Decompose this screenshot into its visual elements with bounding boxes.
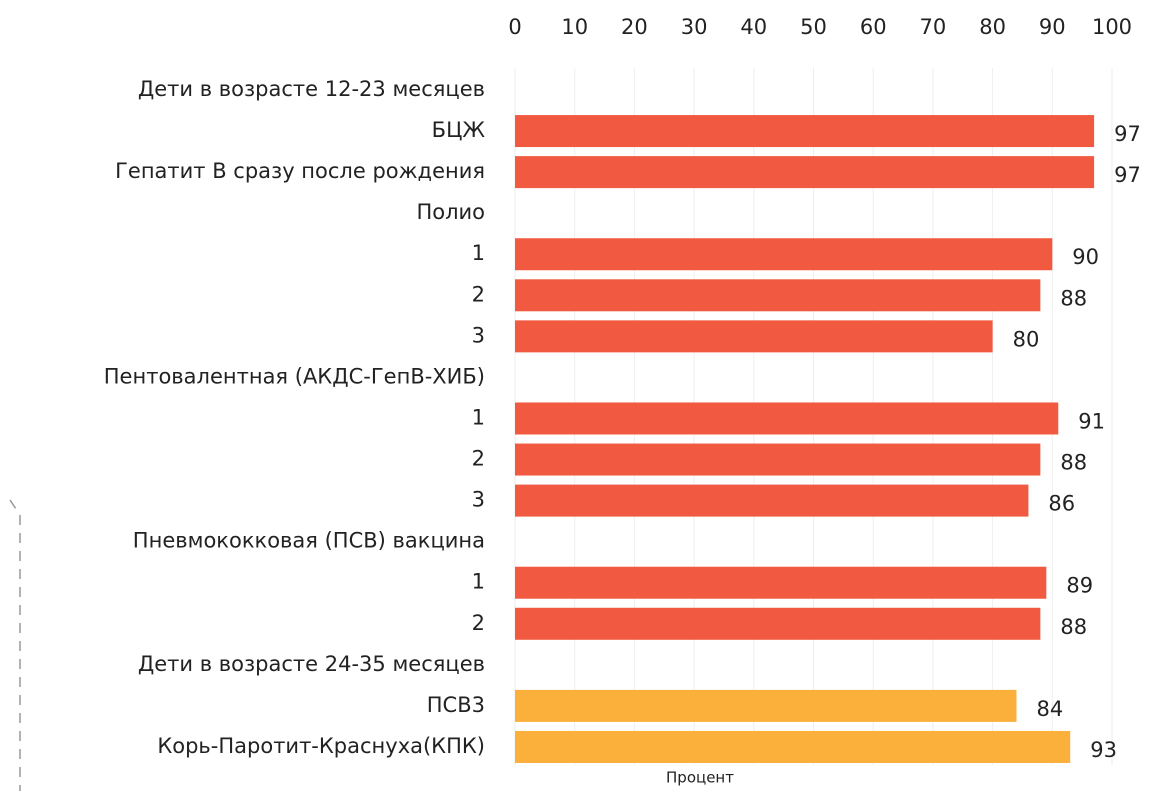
value-label: 89 <box>1066 574 1093 598</box>
value-label: 80 <box>1013 327 1040 351</box>
y-tick-label: 3 <box>472 323 485 347</box>
value-label: 88 <box>1060 615 1087 639</box>
x-tick-label: 50 <box>800 15 827 39</box>
value-label: 86 <box>1048 492 1075 516</box>
y-tick-label: 2 <box>472 447 485 471</box>
x-tick-label: 0 <box>508 15 521 39</box>
value-label: 84 <box>1036 697 1063 721</box>
y-tick-label: Дети в возрасте 24-35 месяцев <box>138 652 485 676</box>
bar <box>515 279 1041 312</box>
x-tick-label: 40 <box>740 15 767 39</box>
x-tick-label: 100 <box>1092 15 1132 39</box>
bar <box>515 730 1071 763</box>
y-tick-label: Полио <box>416 200 485 224</box>
value-label: 90 <box>1072 245 1099 269</box>
bar <box>515 156 1095 189</box>
value-label: 88 <box>1060 451 1087 475</box>
bar <box>515 689 1017 722</box>
x-tick-label: 20 <box>621 15 648 39</box>
bar <box>515 484 1029 517</box>
value-label: 97 <box>1114 122 1141 146</box>
y-tick-label: Пневмококковая (ПСВ) вакцина <box>133 529 485 553</box>
y-tick-label: 1 <box>472 405 485 429</box>
y-tick-label: 3 <box>472 488 485 512</box>
x-tick-label: 70 <box>920 15 947 39</box>
bar <box>515 402 1059 435</box>
y-tick-label: Пентовалентная (АКДС-ГепВ-ХИБ) <box>104 364 485 388</box>
y-tick-label: 2 <box>472 282 485 306</box>
x-tick-label: 10 <box>561 15 588 39</box>
y-tick-label: ПСВ3 <box>427 693 485 717</box>
bar <box>515 238 1053 271</box>
y-tick-label: Дети в возрасте 12-23 месяцев <box>138 77 485 101</box>
x-tick-label: 60 <box>860 15 887 39</box>
y-tick-label: 1 <box>472 570 485 594</box>
value-label: 88 <box>1060 286 1087 310</box>
y-tick-label: БЦЖ <box>432 118 486 142</box>
bar <box>515 566 1047 599</box>
x-tick-label: 80 <box>979 15 1006 39</box>
x-tick-label: 30 <box>681 15 708 39</box>
y-tick-label: 2 <box>472 611 485 635</box>
bar <box>515 443 1041 476</box>
y-tick-label: Гепатит В сразу после рождения <box>115 159 485 183</box>
bar <box>515 115 1095 148</box>
value-label: 91 <box>1078 409 1105 433</box>
x-axis-label: Процент <box>666 769 734 787</box>
y-tick-label: Корь-Паротит-Краснуха(КПК) <box>157 734 485 758</box>
value-label: 93 <box>1090 738 1117 762</box>
decoration <box>9 499 21 791</box>
bar <box>515 607 1041 640</box>
y-tick-label: 1 <box>472 241 485 265</box>
value-label: 97 <box>1114 163 1141 187</box>
bar <box>515 320 993 353</box>
x-tick-label: 90 <box>1039 15 1066 39</box>
